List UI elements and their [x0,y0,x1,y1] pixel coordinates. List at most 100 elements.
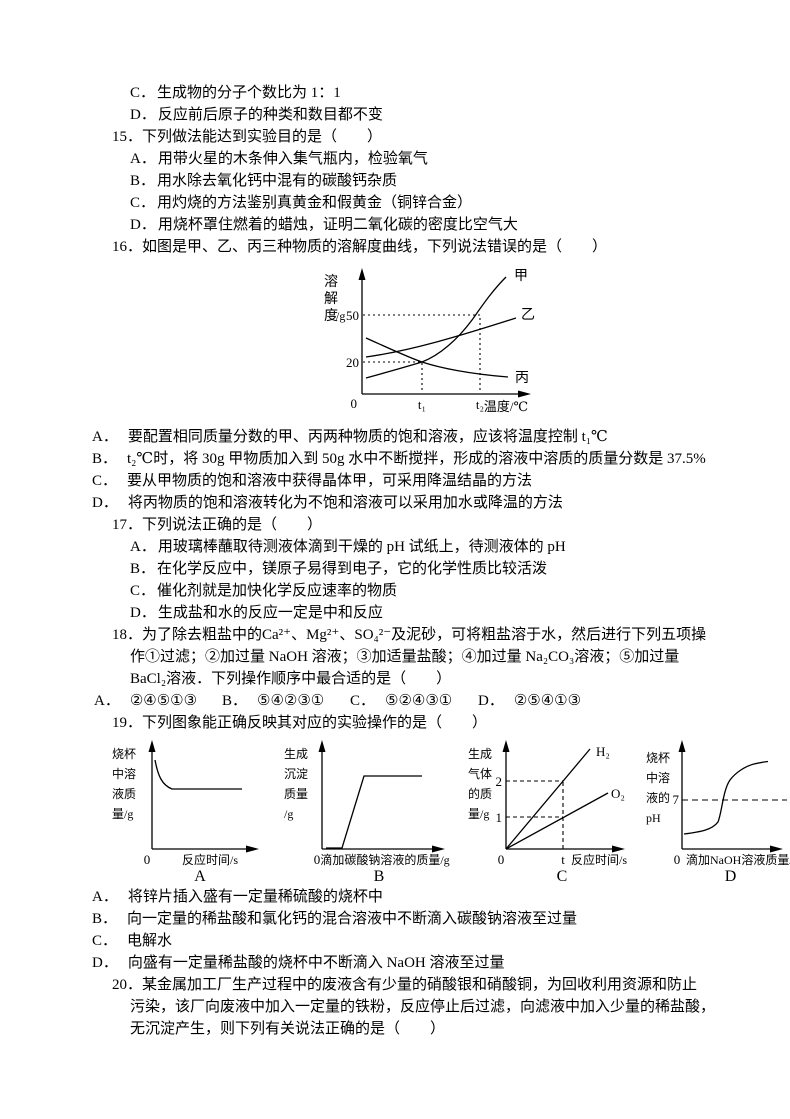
ylabel-line-4: pH [646,811,661,825]
option-label: C． [92,933,118,949]
xlabel: 反应时间/s [571,852,627,867]
q15-option-c: C． 用灼烧的方法鉴别真黄金和假黄金（铜锌合金） [130,192,760,214]
curve-bing [365,337,509,378]
q19-figure-c: 生成 气体 的质 量/g 2 1 0 t 反应时间/s H₂ O₂ C [450,736,630,886]
q15-option-a: A． 用带火星的木条伸入集气瓶内，检验氧气 [130,148,760,170]
ylabel-line-2: 中溶 [112,766,136,781]
option-label: A． [92,889,118,905]
x-axis-arrow [612,845,625,853]
option-text: 催化剂就是加快化学反应速率的物质 [157,583,398,599]
ylabel-line-3: 质量 [284,787,308,801]
ylabel-line-2: 气体 [468,766,492,781]
graph-c: 生成 气体 的质 量/g 2 1 0 t 反应时间/s H₂ O₂ [468,740,627,867]
origin-0: 0 [314,852,321,867]
q20-stem-line1: 20．某金属加工厂生产过程中的废液含有少量的硝酸银和硝酸铜，为回收利用资源和防止 [112,974,760,996]
q18-option-a: A． ②④⑤①③ [94,690,222,712]
q17-option-a: A． 用玻璃棒蘸取待测液体滴到干燥的 pH 试纸上，待测液体的 pH [130,536,760,558]
q16-option-b: B． t₂℃时，将 30g 甲物质加入到 50g 水中不断搅拌，形成的溶液中溶质的… [92,448,760,470]
q19-figure-a-letter: A [194,868,206,885]
curve-ph [683,760,769,835]
option-label: C． [350,693,376,709]
option-text: 用烧杯罩住燃着的蜡烛，证明二氧化碳的密度比空气大 [157,217,518,233]
option-label: B． [130,561,156,577]
xlabel: 温度/℃ [484,399,528,414]
y-axis-arrow [358,268,366,280]
question-text: 某金属加工厂生产过程中的废液含有少量的硝酸银和硝酸铜，为回收利用资源和防止 [142,977,698,993]
q19-figure-d-letter: D [724,868,737,885]
ylabel-line-2: 中溶 [646,770,670,785]
option-label: B． [92,451,118,467]
ylabel-char-1: 溶 [324,274,338,290]
q19-figure-d: 烧杯 中溶 液的 pH 7 0 滴加NaOH溶液质量/g D [630,736,790,886]
ylabel-line-3: 液质 [112,786,136,801]
y-axis-arrow [678,740,686,752]
q19-option-c: C． 电解水 [92,930,760,952]
q19-option-a: A． 将锌片插入盛有一定量稀硫酸的烧杯中 [92,886,760,908]
origin-0: 0 [498,852,505,867]
question-number: 17． [112,517,143,533]
ylabel-line-4: /g [284,807,293,821]
q18-stem-line2: 作①过滤；②加过量 NaOH 溶液；③加适量盐酸；④加过量 Na₂CO₃溶液；⑤… [130,649,680,665]
option-label: C． [130,583,156,599]
ylabel-line-3: 液的 [646,790,670,805]
option-label: A． [130,539,156,555]
q19-option-d: D． 向盛有一定量稀盐酸的烧杯中不断滴入 NaOH 溶液至过量 [92,952,760,974]
q16-option-a: A． 要配置相同质量分数的甲、丙两种物质的饱和溶液，应该将温度控制 t₁℃ [92,426,760,448]
xlabel: 滴加NaOH溶液质量/g [686,852,790,867]
option-text: 用带火星的木条伸入集气瓶内，检验氧气 [157,151,428,167]
q16-stem: 16．如图是甲、乙、丙三种物质的溶解度曲线，下列说法错误的是（ ） [112,236,760,258]
graph-a: 烧杯 中溶 液质 量/g 0 反应时间/s [112,740,259,867]
q19-stem: 19．下列图象能正确反映其对应的实验操作的是（ ） [112,712,760,734]
q19-option-b: B． 向一定量的稀盐酸和氯化钙的混合溶液中不断滴入碳酸钠溶液至过量 [92,908,760,930]
origin-0: 0 [674,852,681,867]
option-label: A． [94,693,120,709]
option-label: C． [130,195,156,211]
xtick-t: t [561,852,565,867]
option-text: 将锌片插入盛有一定量稀硫酸的烧杯中 [127,889,383,905]
option-text: 向盛有一定量稀盐酸的烧杯中不断滴入 NaOH 溶液至过量 [127,955,505,971]
line-h2 [505,748,591,850]
question-text: 为了除去粗盐中的Ca²⁺、Mg²⁺、SO₄²⁻及泥砂，可将粗盐溶于水，然后进行下… [142,627,707,643]
option-label: D． [478,693,504,709]
ytick-2: 2 [496,774,503,789]
q16-option-d: D． 将丙物质的饱和溶液转化为不饱和溶液可以采用加水或降温的方法 [92,492,760,514]
ylabel-line-2: 沉淀 [284,767,308,781]
question-text: 如图是甲、乙、丙三种物质的溶解度曲线，下列说法错误的是（ ） [142,239,608,255]
ylabel-line-3: 的质 [468,786,492,801]
q15-stem: 15．下列做法能达到实验目的是（ ） [112,126,760,148]
option-label: C． [92,473,118,489]
option-label: D． [130,605,156,621]
option-label: D． [130,107,156,123]
curve-jia [365,276,507,379]
ytick-20: 20 [346,355,359,370]
option-text: 将丙物质的饱和溶液转化为不饱和溶液可以采用加水或降温的方法 [127,495,563,511]
q19-figures-row: 烧杯 中溶 液质 量/g 0 反应时间/s A 生成 沉淀 质量 /g 0 [92,736,790,886]
q19-figure-b: 生成 沉淀 质量 /g 0 滴加碳酸钠溶液的质量/g B [264,736,450,886]
q18-option-b: B． ⑤④②③① [222,690,350,712]
label-o2: O₂ [611,786,625,801]
label-h2: H₂ [596,744,610,759]
ylabel-unit: /g [336,309,345,323]
ylabel-line-4: 量/g [468,807,489,821]
curve-label-yi: 乙 [521,307,535,323]
q19-figure-c-letter: C [556,868,568,885]
question-number: 16． [112,239,143,255]
curve-label-bing: 丙 [515,371,529,386]
option-text: 要配置相同质量分数的甲、丙两种物质的饱和溶液，应该将温度控制 t₁℃ [127,429,608,445]
curve-solution-mass [154,759,242,790]
q18-options-row: A． ②④⑤①③ B． ⑤④②③① C． ⑤②④③① D． ②⑤④①③ [94,690,760,712]
option-text: ②⑤④①③ [513,693,582,709]
option-label: A． [130,151,156,167]
question-number: 19． [112,715,143,731]
question-text: 下列做法能达到实验目的是（ ） [142,129,383,145]
option-label: B． [222,693,248,709]
graph-b: 生成 沉淀 质量 /g 0 滴加碳酸钠溶液的质量/g [284,740,450,867]
ylabel-line-1: 烧杯 [112,747,136,761]
option-text: 生成物的分子个数比为 1：1 [157,85,341,101]
xtick-t2: t₂ [476,397,484,412]
option-label: B． [130,173,156,189]
option-label: B． [92,911,118,927]
question-number: 20． [112,977,143,993]
curve-precipitate-mass [326,775,422,849]
